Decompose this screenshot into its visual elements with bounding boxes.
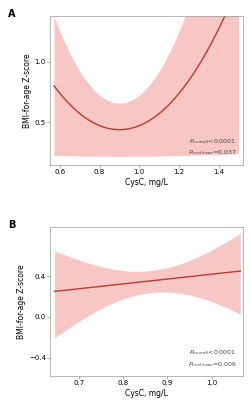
Text: B: B (8, 220, 15, 230)
Text: $P_{overall}$<0.0001
$P_{nonlinear}$=0.037: $P_{overall}$<0.0001 $P_{nonlinear}$=0.0… (188, 137, 237, 157)
Text: A: A (8, 8, 15, 18)
X-axis label: CysC, mg/L: CysC, mg/L (125, 178, 168, 187)
Y-axis label: BMI-for-age Z-score: BMI-for-age Z-score (17, 264, 26, 339)
X-axis label: CysC, mg/L: CysC, mg/L (125, 389, 168, 398)
Text: $P_{overall}$<0.0001
$P_{nonlinear}$=0.006: $P_{overall}$<0.0001 $P_{nonlinear}$=0.0… (188, 348, 237, 368)
Y-axis label: BMI-for-age Z-score: BMI-for-age Z-score (23, 53, 32, 128)
